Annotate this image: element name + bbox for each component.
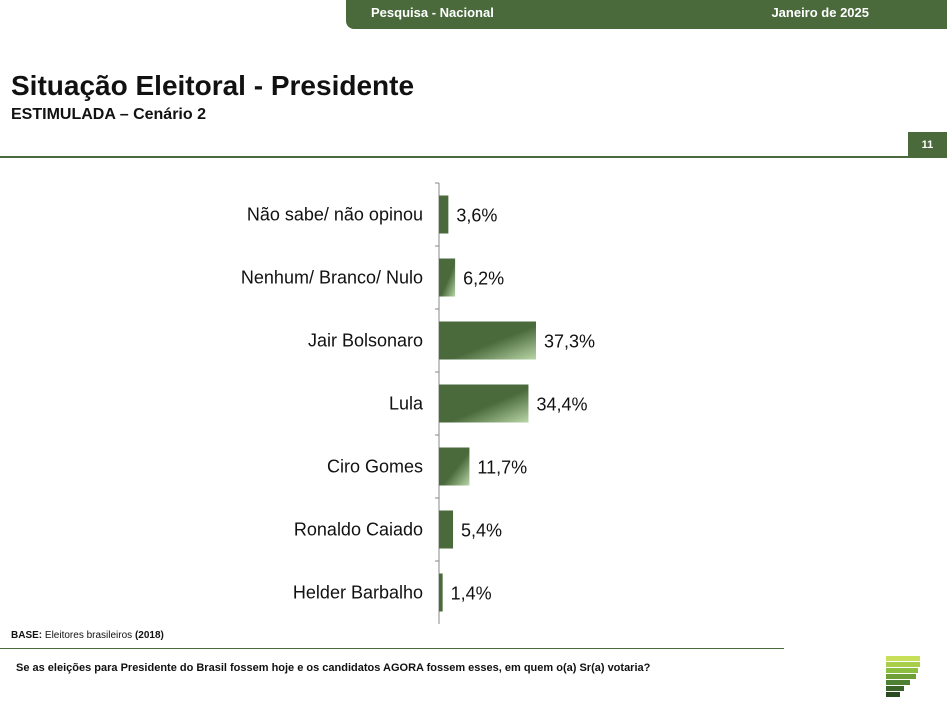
base-note: BASE: Eleitores brasileiros (2018) xyxy=(11,630,164,641)
category-label: Ciro Gomes xyxy=(327,457,423,477)
data-label: 1,4% xyxy=(451,584,492,604)
header-divider xyxy=(0,156,908,158)
category-label: Ronaldo Caiado xyxy=(294,520,423,540)
page-number: 11 xyxy=(908,132,947,158)
category-label: Não sabe/ não opinou xyxy=(247,205,423,225)
page-title: Situação Eleitoral - Presidente xyxy=(11,70,415,101)
survey-name: Pesquisa - Nacional xyxy=(371,5,494,20)
bar xyxy=(439,258,456,297)
bar xyxy=(439,573,443,612)
category-label: Nenhum/ Branco/ Nulo xyxy=(241,268,423,288)
bar xyxy=(439,321,536,360)
data-label: 5,4% xyxy=(461,521,502,541)
page-subtitle: ESTIMULADA – Cenário 2 xyxy=(11,106,206,123)
category-label: Lula xyxy=(389,394,424,414)
top-banner: Pesquisa - Nacional Janeiro de 2025 xyxy=(346,0,947,29)
category-label: Jair Bolsonaro xyxy=(308,331,423,351)
data-label: 3,6% xyxy=(456,206,497,226)
bar xyxy=(439,447,470,486)
data-label: 6,2% xyxy=(463,269,504,289)
category-label: Helder Barbalho xyxy=(293,583,423,603)
bar xyxy=(439,195,449,234)
logo-icon xyxy=(886,656,920,697)
data-label: 34,4% xyxy=(536,395,587,415)
bar xyxy=(439,510,454,549)
footer-divider xyxy=(0,648,784,649)
base-year: (2018) xyxy=(134,630,164,641)
base-label: BASE: xyxy=(11,630,43,641)
data-label: 11,7% xyxy=(477,458,527,478)
bar-chart: Não sabe/ não opinou 3,6% Nenhum/ Branco/ … xyxy=(241,182,595,624)
survey-question: Se as eleições para Presidente do Brasil… xyxy=(16,662,651,674)
survey-date: Janeiro de 2025 xyxy=(771,5,869,20)
bar xyxy=(439,384,529,423)
base-text: Eleitores brasileiros xyxy=(44,630,133,641)
data-label: 37,3% xyxy=(544,332,595,352)
